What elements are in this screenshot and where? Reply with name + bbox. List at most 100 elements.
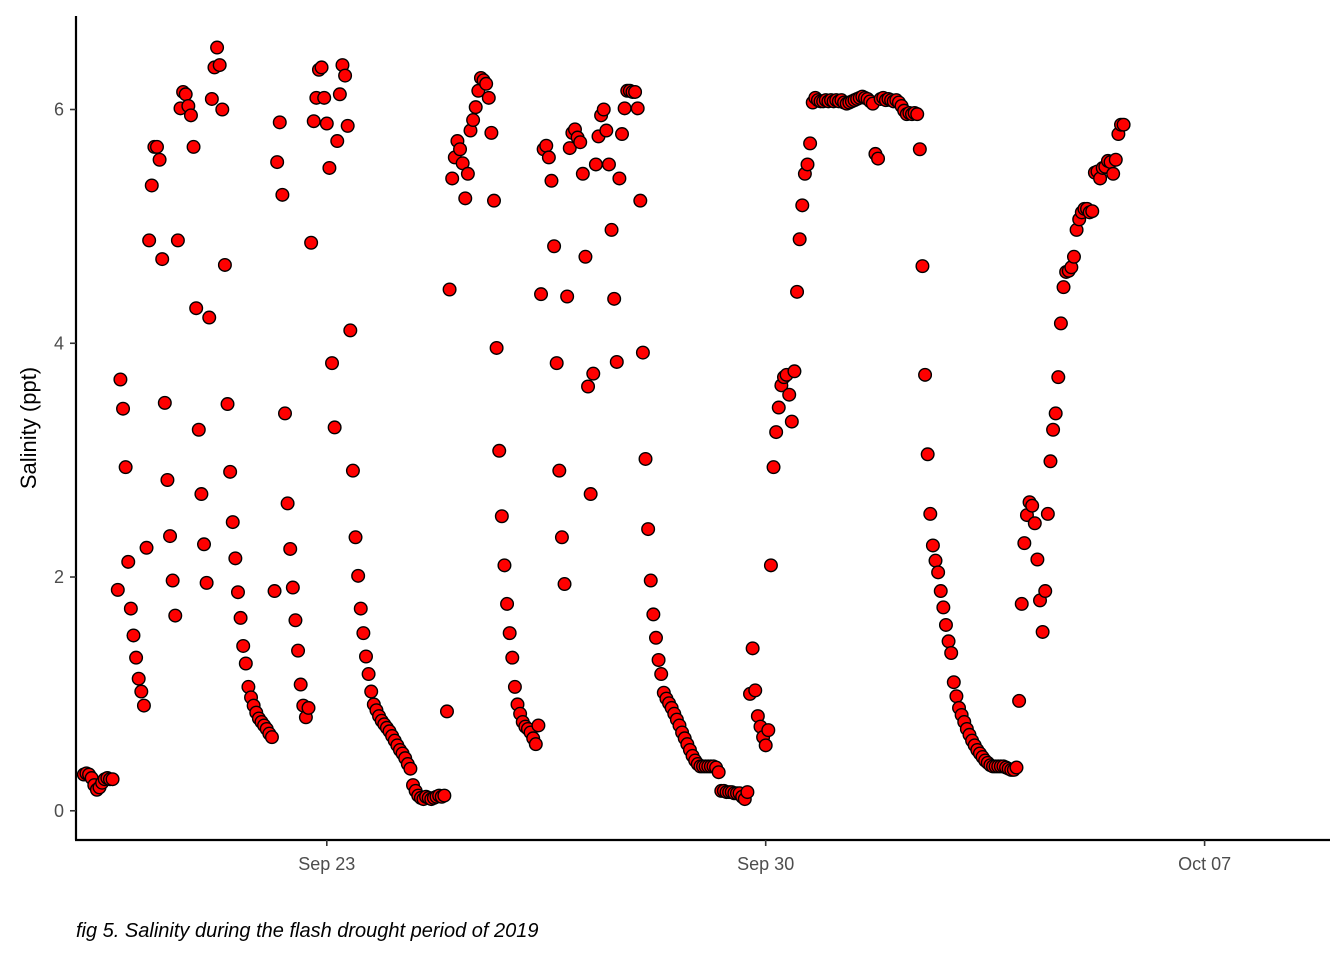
data-point (288, 613, 303, 628)
data-point (356, 626, 371, 641)
data-point (539, 138, 554, 153)
data-point (628, 84, 643, 99)
data-point (771, 400, 786, 415)
data-point (338, 68, 353, 83)
data-point (264, 730, 279, 745)
data-point (481, 90, 496, 105)
data-point (557, 577, 572, 592)
data-point (442, 282, 457, 297)
data-point (552, 463, 567, 478)
data-point (358, 649, 373, 664)
data-point (612, 171, 627, 186)
data-point (272, 115, 287, 130)
y-axis-title: Salinity (ppt) (16, 367, 41, 489)
data-point (581, 379, 596, 394)
data-point (283, 541, 298, 556)
data-point (763, 558, 778, 573)
data-point (267, 584, 282, 599)
data-point (871, 151, 886, 166)
data-point (345, 463, 360, 478)
data-point (528, 737, 543, 752)
data-point (223, 464, 238, 479)
data-point (317, 90, 332, 105)
data-point (149, 139, 164, 154)
data-point (651, 653, 666, 668)
data-point (136, 698, 151, 713)
data-point (944, 645, 959, 660)
data-point (322, 160, 337, 175)
data-point (458, 191, 473, 206)
data-point (189, 301, 204, 316)
data-point (129, 650, 144, 665)
data-point (468, 100, 483, 115)
data-point (643, 573, 658, 588)
data-point (348, 530, 363, 545)
data-point (275, 187, 290, 202)
data-point (1116, 117, 1131, 132)
data-point (1030, 552, 1045, 567)
data-point (1017, 536, 1032, 551)
data-point (502, 626, 517, 641)
data-point (497, 558, 512, 573)
data-point (541, 150, 556, 165)
data-point (1046, 422, 1061, 437)
data-point (197, 537, 212, 552)
data-point (790, 284, 805, 299)
data-point (803, 136, 818, 151)
data-point (314, 60, 329, 75)
data-point (131, 671, 146, 686)
data-point (601, 157, 616, 172)
data-point (554, 530, 569, 545)
data-point (194, 487, 209, 502)
data-point (123, 601, 138, 616)
data-point (301, 700, 316, 715)
data-point (936, 600, 951, 615)
data-point (306, 114, 321, 129)
data-point (784, 414, 799, 429)
data-point (489, 340, 504, 355)
data-point (758, 738, 773, 753)
data-point (165, 573, 180, 588)
data-point (925, 538, 940, 553)
data-point (654, 667, 669, 682)
data-point (332, 87, 347, 102)
y-tick-label: 4 (54, 333, 64, 353)
data-point (492, 443, 507, 458)
data-points (76, 40, 1131, 807)
data-point (588, 157, 603, 172)
data-point (500, 596, 515, 611)
data-point (534, 287, 549, 302)
data-point (479, 76, 494, 91)
salinity-scatter-chart: 0 2 4 6 Sep 23 Sep 30 Oct 07 Salinity (ppt) (16, 16, 1330, 874)
data-point (361, 667, 376, 682)
data-point (445, 171, 460, 186)
data-point (343, 323, 358, 338)
y-axis-ticks: 0 2 4 6 (54, 100, 76, 821)
data-point (139, 540, 154, 555)
data-point (230, 585, 245, 600)
data-point (215, 102, 230, 117)
data-point (648, 630, 663, 645)
data-point (183, 108, 198, 123)
data-point (484, 125, 499, 140)
data-point (160, 473, 175, 488)
data-point (782, 387, 797, 402)
data-point (110, 582, 125, 597)
data-point (1014, 596, 1029, 611)
data-point (233, 610, 248, 625)
data-point (562, 141, 577, 156)
data-point (596, 102, 611, 117)
data-point (291, 643, 306, 658)
data-point (635, 345, 650, 360)
data-point (217, 257, 232, 272)
data-point (466, 113, 481, 128)
data-point (155, 252, 170, 267)
data-point (113, 372, 128, 387)
data-point (330, 134, 345, 149)
x-tick-label: Sep 23 (298, 854, 355, 874)
data-point (319, 116, 334, 131)
data-point (931, 565, 946, 580)
data-point (711, 765, 726, 780)
data-point (1048, 406, 1063, 421)
data-point (144, 178, 159, 193)
